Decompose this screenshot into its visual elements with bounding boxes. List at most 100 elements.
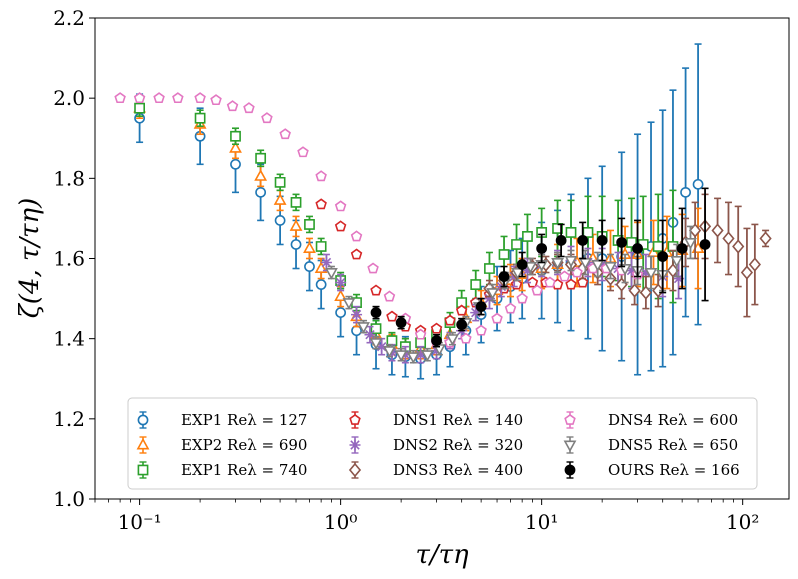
data-point-marker <box>297 146 309 158</box>
legend-box <box>127 397 758 490</box>
data-point-marker <box>676 243 688 254</box>
data-point-marker <box>273 193 287 205</box>
data-point-marker <box>524 262 537 274</box>
data-point-marker <box>657 251 669 262</box>
axes-layer: 1.0 1.2 1.4 1.6 1.8 2.0 2.2 10⁻¹ 10⁰ 10¹ 10² <box>53 6 759 534</box>
data-point-marker <box>430 322 443 334</box>
data-point-marker <box>711 223 724 238</box>
data-point-marker <box>350 248 363 260</box>
data-point-marker <box>616 237 628 248</box>
data-point-marker <box>670 256 684 268</box>
data-point-marker <box>348 462 362 478</box>
data-point-marker <box>544 276 556 288</box>
data-point-marker <box>369 338 383 350</box>
data-point-marker <box>564 464 576 476</box>
data-point-marker <box>644 268 658 280</box>
legend-label: DNS2 Reλ = 320 <box>393 436 523 454</box>
data-point-marker <box>335 277 347 289</box>
data-point-marker <box>383 346 396 358</box>
data-point-marker <box>564 256 578 268</box>
data-point-marker <box>692 178 704 190</box>
data-point-marker <box>565 227 577 238</box>
data-point-marker <box>304 261 315 272</box>
data-point-marker <box>522 231 533 242</box>
data-point-marker <box>226 100 239 112</box>
y-tick-label: 2.2 <box>53 6 85 30</box>
y-tick-label: 1.2 <box>53 407 85 431</box>
data-point-marker <box>460 332 472 344</box>
data-point-marker <box>383 290 396 302</box>
series-8 <box>325 225 697 364</box>
data-point-marker <box>274 176 286 188</box>
data-point-marker <box>475 324 487 336</box>
data-point-marker <box>470 279 482 290</box>
legend-item: DNS4 Reλ = 600 <box>564 411 738 429</box>
data-point-marker <box>565 278 577 290</box>
data-point-marker <box>577 235 589 246</box>
legend-label: DNS1 Reλ = 140 <box>393 411 523 429</box>
data-point-marker <box>414 328 427 340</box>
data-point-marker <box>551 258 564 270</box>
data-point-marker <box>470 307 482 319</box>
data-point-marker <box>640 267 652 279</box>
data-point-marker <box>431 345 443 357</box>
legend-label: DNS3 Reλ = 400 <box>393 461 523 479</box>
data-point-marker <box>320 256 332 269</box>
data-point-marker <box>431 335 442 347</box>
data-point-marker <box>325 268 338 280</box>
data-point-marker <box>334 200 347 212</box>
data-point-marker <box>699 239 711 250</box>
data-point-marker <box>420 350 434 362</box>
legend-label: EXP1 Reλ = 127 <box>181 411 307 429</box>
x-axis-title: τ/τη <box>415 540 469 570</box>
legend-item: OURS Reλ = 166 <box>564 461 740 479</box>
data-point-marker <box>652 241 664 252</box>
data-point-marker <box>558 270 571 282</box>
data-point-marker <box>555 235 567 246</box>
data-point-marker <box>334 289 348 302</box>
data-point-marker <box>486 288 499 300</box>
data-point-marker <box>357 322 370 334</box>
data-point-marker <box>604 262 617 274</box>
data-point-marker <box>370 307 382 319</box>
data-point-marker <box>680 186 691 198</box>
data-point-marker <box>133 92 146 104</box>
data-point-marker <box>483 293 495 305</box>
data-point-marker <box>335 307 347 319</box>
data-point-marker <box>516 259 528 270</box>
data-point-marker <box>740 265 754 280</box>
data-point-marker <box>255 186 267 198</box>
data-point-marker <box>563 440 577 453</box>
y-tick-label: 1.8 <box>53 166 85 190</box>
legend-item: EXP1 Reλ = 740 <box>137 461 307 479</box>
data-point-marker <box>511 239 522 250</box>
legend-item: DNS1 Reλ = 140 <box>349 411 523 429</box>
data-point-marker <box>564 413 576 425</box>
data-point-marker <box>134 102 145 114</box>
data-point-marker <box>210 94 222 106</box>
data-point-marker <box>596 258 608 271</box>
data-point-marker <box>315 241 327 252</box>
data-point-marker <box>350 230 363 242</box>
data-point-marker <box>536 243 548 254</box>
data-point-marker <box>498 271 510 282</box>
data-point-marker <box>511 268 525 280</box>
data-point-marker <box>498 249 510 260</box>
data-point-marker <box>342 298 356 310</box>
data-point-marker <box>394 350 408 362</box>
data-point-marker <box>652 283 665 298</box>
data-point-marker <box>748 257 761 272</box>
data-point-marker <box>455 304 468 316</box>
data-point-marker <box>229 141 242 153</box>
data-point-marker <box>576 276 589 288</box>
legend-label: DNS5 Reλ = 650 <box>608 436 738 454</box>
data-point-marker <box>759 231 772 246</box>
data-point-marker <box>516 292 528 304</box>
data-point-marker <box>406 352 420 364</box>
data-point-marker <box>370 284 382 296</box>
data-point-marker <box>732 239 745 254</box>
data-point-marker <box>172 92 184 104</box>
data-point-marker <box>504 302 517 314</box>
legend-item: DNS2 Reλ = 320 <box>349 436 523 454</box>
data-point-marker <box>531 284 543 296</box>
